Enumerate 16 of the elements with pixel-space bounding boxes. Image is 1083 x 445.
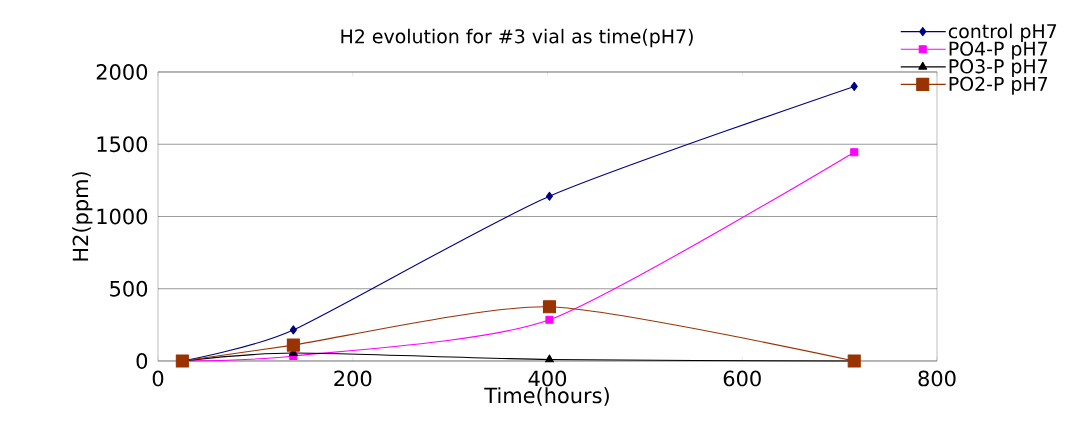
y-tick-label: 1500 [97,136,148,153]
x-tick-label: 0 [152,370,164,387]
legend-label: PO4-P pH7 [949,41,1048,60]
y-axis-title: H2(ppm) [72,172,93,261]
x-axis-title: Time(hours) [484,387,609,406]
legend-label: control pH7 [948,23,1057,42]
chart-title: H2 evolution for #3 vial as time(pH7) [341,28,693,48]
legend-label: PO2-P pH7 [949,76,1048,95]
x-tick-label: 200 [334,370,372,387]
y-tick-label: 2000 [96,64,148,80]
y-tick-label: 1000 [97,208,148,225]
y-tick-label: 0 [136,353,148,369]
x-tick-label: 400 [528,370,567,387]
x-tick-label: 600 [723,370,761,387]
x-tick-label: 800 [918,370,956,387]
y-tick-label: 500 [110,280,148,297]
